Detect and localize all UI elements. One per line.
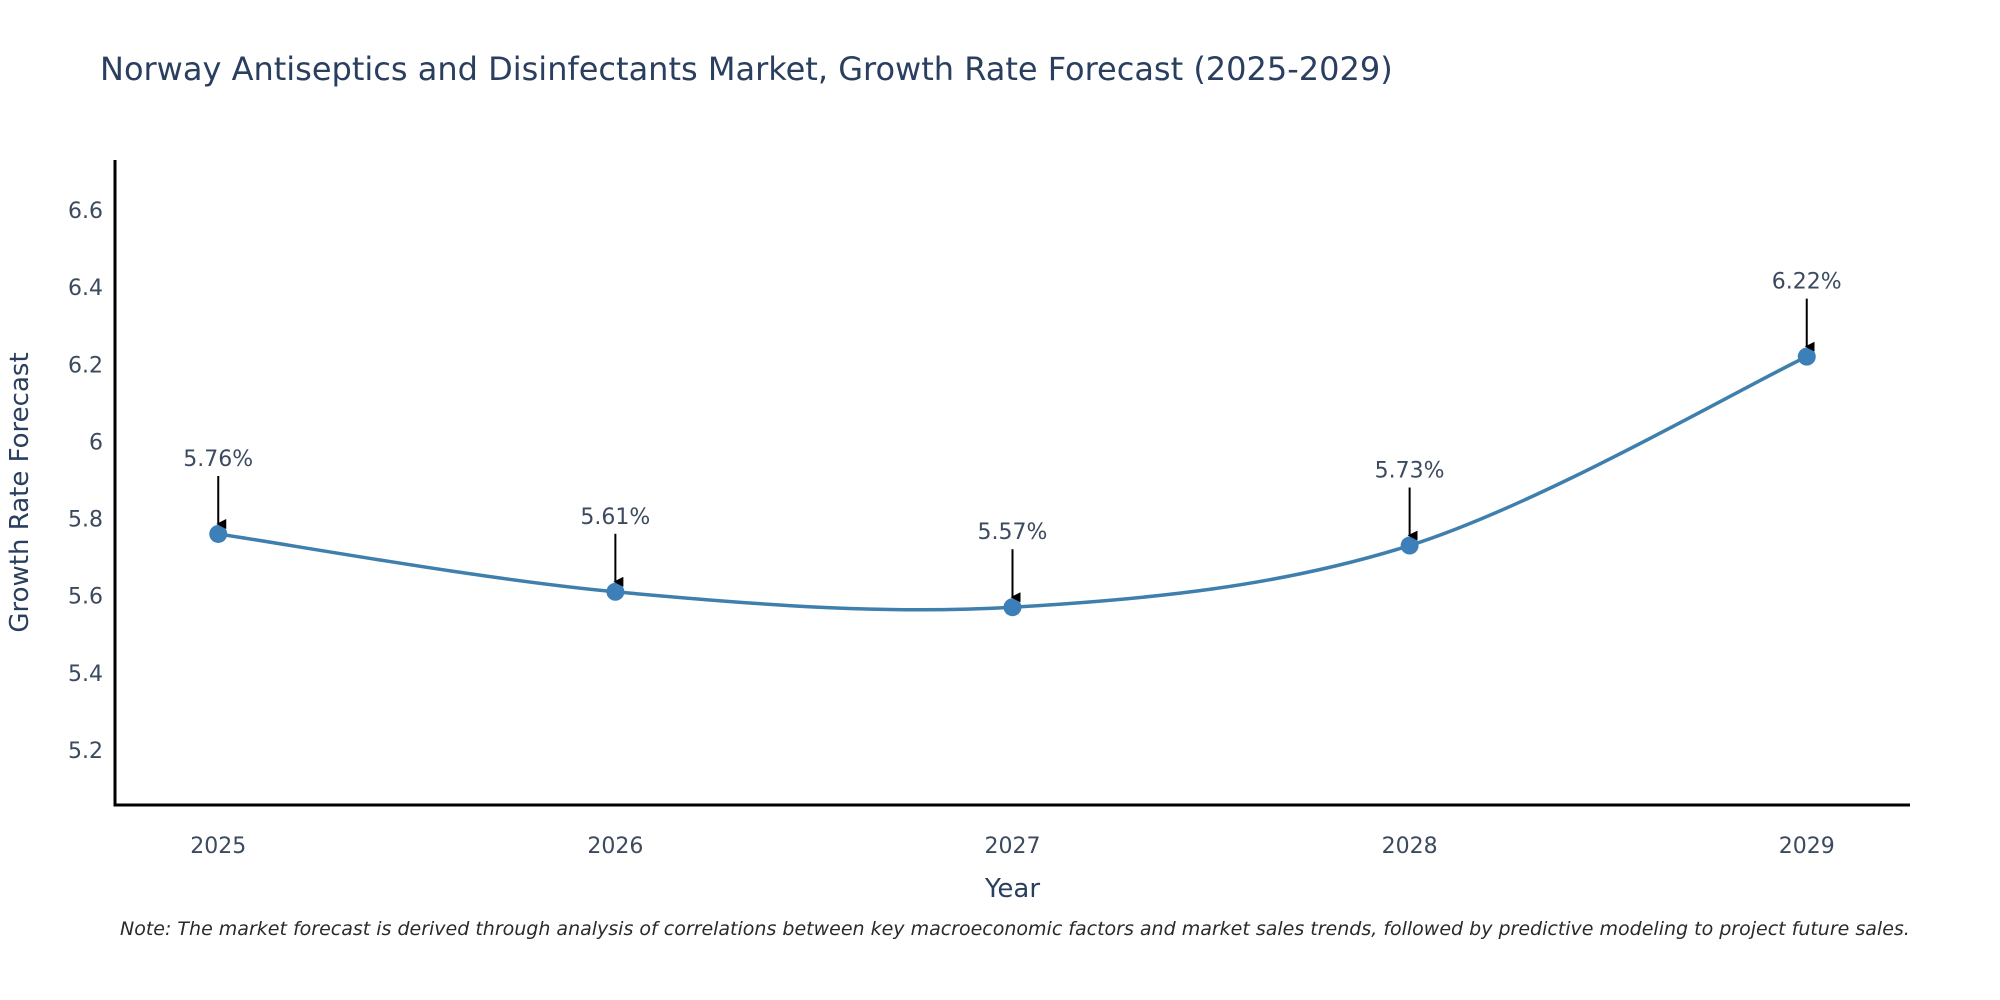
x-tick-label: 2025 (190, 834, 246, 859)
y-tick-label: 5.2 (68, 739, 103, 764)
x-axis-ticks: 2025 2026 2027 2028 2029 (190, 834, 1834, 859)
y-tick-label: 6.2 (68, 353, 103, 378)
footnote: Note: The market forecast is derived thr… (120, 918, 1910, 940)
y-axis-ticks: 5.2 5.4 5.6 5.8 6 6.2 6.4 6.6 (68, 199, 103, 764)
annotation-label: 5.61% (580, 505, 650, 530)
y-tick-label: 6.4 (68, 276, 103, 301)
x-tick-label: 2029 (1779, 834, 1835, 859)
x-tick-label: 2027 (985, 834, 1041, 859)
data-point-marker[interactable] (1400, 536, 1419, 555)
x-tick-label: 2026 (587, 834, 643, 859)
chart-title: Norway Antiseptics and Disinfectants Mar… (100, 50, 1393, 88)
y-tick-label: 5.8 (68, 508, 103, 533)
data-point-marker[interactable] (1003, 598, 1022, 617)
y-tick-label: 6 (89, 430, 103, 455)
data-markers (209, 347, 1816, 617)
annotation-label: 5.73% (1375, 459, 1445, 484)
annotation-label: 6.22% (1772, 270, 1842, 295)
data-point-marker[interactable] (606, 582, 625, 601)
data-point-marker[interactable] (209, 524, 228, 543)
y-tick-label: 6.6 (68, 199, 103, 224)
x-axis-title: Year (984, 874, 1040, 904)
annotation-label: 5.76% (183, 447, 253, 472)
data-annotations: 5.76% 5.61% 5.57% 5.73% 6.22% (183, 270, 1842, 603)
data-point-marker[interactable] (1797, 347, 1816, 366)
y-axis-title: Growth Rate Forecast (5, 352, 35, 632)
annotation-label: 5.57% (978, 520, 1048, 545)
y-tick-label: 5.4 (68, 662, 103, 687)
y-tick-label: 5.6 (68, 585, 103, 610)
x-tick-label: 2028 (1382, 834, 1438, 859)
